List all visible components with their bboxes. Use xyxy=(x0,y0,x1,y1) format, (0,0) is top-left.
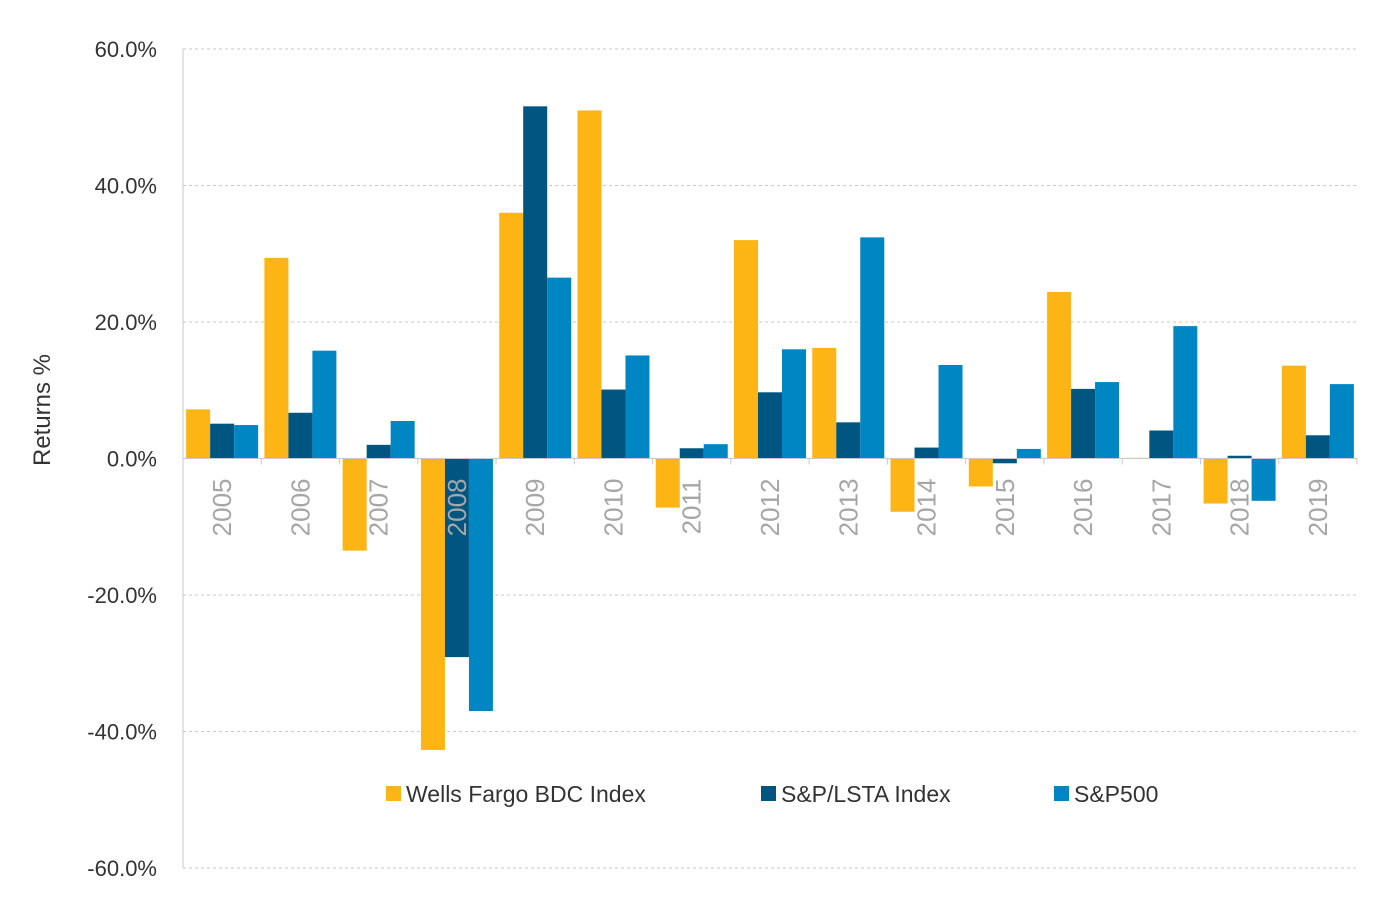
axes xyxy=(182,49,1358,868)
x-tick-label: 2018 xyxy=(1225,479,1255,537)
bar-wells-fargo-bdc-index-2019 xyxy=(1281,365,1306,459)
bar-s-p-lsta-index-2014 xyxy=(914,447,939,459)
y-tick-label: -20.0% xyxy=(87,583,157,608)
x-tick-label: 2006 xyxy=(285,479,315,537)
bar-s-p-lsta-index-2010 xyxy=(601,389,626,459)
bar-s-p500-2014 xyxy=(938,364,963,459)
bar-s-p500-2005 xyxy=(234,425,259,459)
bar-wells-fargo-bdc-index-2011 xyxy=(655,458,680,508)
legend-swatch-s-p500 xyxy=(1054,786,1069,801)
x-tick-label: 2015 xyxy=(990,479,1020,537)
bar-s-p-lsta-index-2006 xyxy=(288,412,313,459)
x-tick-label: 2016 xyxy=(1068,479,1098,537)
legend-label-wells-fargo-bdc-index: Wells Fargo BDC Index xyxy=(406,781,646,807)
y-tick-label: -40.0% xyxy=(87,720,157,745)
bar-s-p500-2012 xyxy=(782,349,806,459)
y-tick-label: 60.0% xyxy=(95,37,157,62)
bar-s-p-lsta-index-2007 xyxy=(366,444,391,459)
bar-s-p500-2013 xyxy=(860,237,885,459)
bar-s-p500-2015 xyxy=(1016,448,1041,459)
bar-s-p-lsta-index-2011 xyxy=(679,448,704,459)
bar-wells-fargo-bdc-index-2015 xyxy=(968,458,993,487)
bar-wells-fargo-bdc-index-2005 xyxy=(186,409,211,459)
legend: Wells Fargo BDC Index S&P/LSTA Index S&P50… xyxy=(386,781,1158,807)
legend-label-s-p500: S&P500 xyxy=(1074,781,1158,807)
y-tick-label: 20.0% xyxy=(95,310,157,335)
x-tick-label: 2011 xyxy=(677,479,707,535)
bar-wells-fargo-bdc-index-2007 xyxy=(342,458,367,551)
bar-s-p500-2006 xyxy=(312,350,337,459)
bar-wells-fargo-bdc-index-2014 xyxy=(890,458,915,512)
bar-s-p500-2018 xyxy=(1251,458,1276,501)
bar-wells-fargo-bdc-index-2006 xyxy=(264,257,289,459)
legend-swatch-s-p-lsta-index xyxy=(761,786,776,801)
bar-wells-fargo-bdc-index-2013 xyxy=(812,347,837,459)
x-tick-label: 2005 xyxy=(207,479,237,537)
bar-s-p500-2010 xyxy=(625,355,650,459)
x-tick-label: 2008 xyxy=(442,479,472,537)
bar-s-p-lsta-index-2013 xyxy=(836,422,861,459)
x-tick-label: 2014 xyxy=(912,479,942,537)
y-axis-label: Returns % xyxy=(29,354,56,466)
bar-s-p-lsta-index-2005 xyxy=(210,423,235,459)
y-tick-label: -60.0% xyxy=(87,856,157,881)
bar-s-p-lsta-index-2008 xyxy=(444,458,469,658)
legend-swatch-wells-fargo-bdc-index xyxy=(386,786,401,801)
bar-wells-fargo-bdc-index-2018 xyxy=(1203,458,1228,504)
bar-wells-fargo-bdc-index-2009 xyxy=(499,212,524,459)
x-tick-label: 2013 xyxy=(833,479,863,537)
y-axis-ticks: -60.0% -40.0% -20.0% 0.0% 20.0% 40.0% 60.0% xyxy=(87,37,157,881)
bar-s-p-lsta-index-2017 xyxy=(1149,430,1174,459)
x-tick-label: 2009 xyxy=(520,479,550,537)
bar-s-p-lsta-index-2009 xyxy=(523,106,548,459)
bar-s-p-lsta-index-2012 xyxy=(758,392,782,459)
x-tick-label: 2019 xyxy=(1303,479,1333,537)
bar-s-p500-2016 xyxy=(1095,382,1120,459)
bar-s-p500-2017 xyxy=(1173,326,1198,459)
bar-wells-fargo-bdc-index-2016 xyxy=(1047,291,1072,459)
legend-label-s-p-lsta-index: S&P/LSTA Index xyxy=(781,781,951,807)
bar-wells-fargo-bdc-index-2010 xyxy=(577,110,602,459)
y-tick-label: 40.0% xyxy=(95,174,157,199)
bar-wells-fargo-bdc-index-2012 xyxy=(734,240,758,459)
bar-s-p500-2011 xyxy=(703,444,728,459)
gridlines xyxy=(183,48,1357,869)
y-tick-label: 0.0% xyxy=(107,447,157,472)
x-axis-ticks: 2005 2006 2007 2008 2009 2010 2011 2012 2013 2014… xyxy=(207,479,1333,537)
bar-s-p-lsta-index-2015 xyxy=(992,458,1017,464)
bar-s-p-lsta-index-2018 xyxy=(1227,455,1252,459)
bar-s-p-lsta-index-2016 xyxy=(1071,388,1096,459)
bar-s-p500-2009 xyxy=(547,277,572,459)
x-tick-label: 2010 xyxy=(598,479,628,537)
bar-s-p500-2019 xyxy=(1329,384,1354,459)
bars xyxy=(186,106,1354,750)
bar-s-p-lsta-index-2019 xyxy=(1305,435,1330,459)
bar-s-p500-2007 xyxy=(390,420,415,459)
x-tick-label: 2012 xyxy=(755,479,785,537)
x-tick-label: 2017 xyxy=(1146,479,1176,537)
bar-wells-fargo-bdc-index-2008 xyxy=(420,458,445,750)
x-tick-label: 2007 xyxy=(364,479,394,537)
bar-s-p500-2008 xyxy=(468,458,493,712)
